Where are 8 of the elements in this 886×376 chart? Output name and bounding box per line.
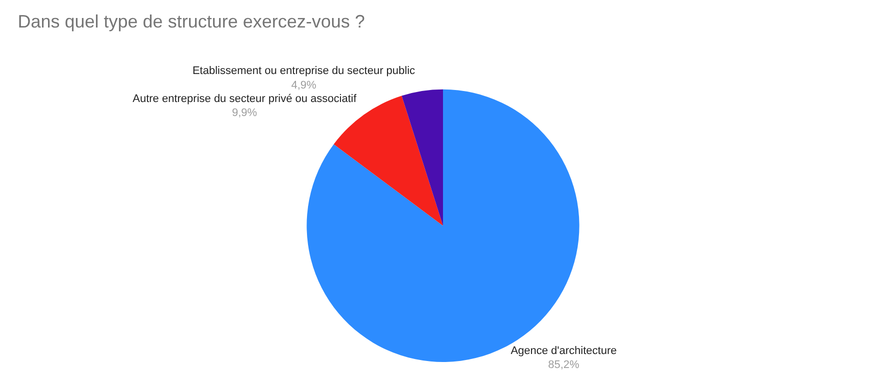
chart-title: Dans quel type de structure exercez-vous ? [18,12,365,32]
data-label: 4,9% [291,79,316,92]
data-label: 9,9% [232,107,258,120]
slice-label: Agence d'architecture [510,344,617,357]
pie-slice [402,89,443,226]
data-label: 85,2% [548,359,580,372]
slice-label: Autre entreprise du secteur privé ou associatif [132,92,358,105]
slice-label: Etablissement ou entreprise du secteur public [192,65,416,77]
